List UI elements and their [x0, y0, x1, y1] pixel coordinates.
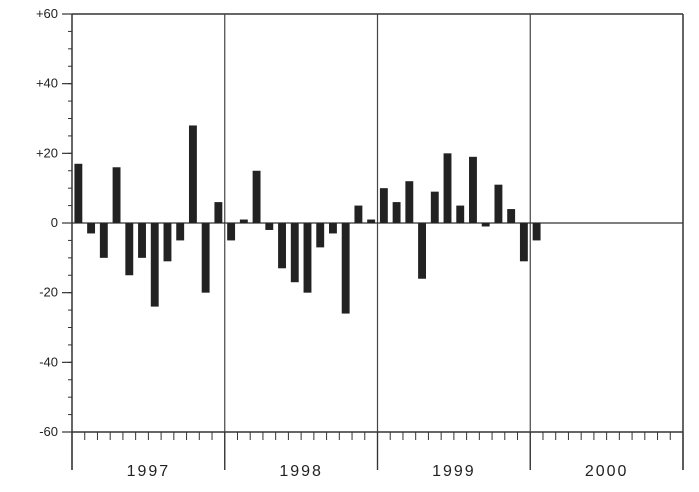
bar [303, 223, 312, 293]
bars [74, 125, 541, 314]
bar [87, 223, 96, 234]
bar [214, 202, 223, 223]
bar [265, 223, 274, 230]
bar [354, 205, 363, 223]
x-year-label: 1997 [127, 463, 171, 480]
y-tick-label: +20 [36, 145, 58, 160]
bar [469, 156, 477, 223]
bar [227, 223, 236, 241]
bar [430, 191, 439, 223]
x-year-label: 2000 [585, 463, 629, 480]
bar [99, 223, 108, 258]
bar [418, 223, 426, 279]
x-year-label: 1999 [432, 463, 476, 480]
y-tick-label: -20 [39, 285, 58, 300]
bar [329, 223, 337, 234]
bar [239, 219, 248, 223]
bar [188, 125, 197, 223]
y-tick-label: 0 [51, 215, 58, 230]
bar [150, 223, 159, 307]
y-tick-label: -60 [39, 424, 58, 439]
bar [507, 209, 516, 223]
bar [443, 153, 452, 223]
bar [125, 223, 134, 276]
bar [494, 184, 503, 223]
x-year-label: 1998 [279, 463, 323, 480]
bar [201, 223, 210, 293]
bar [278, 223, 286, 269]
bar [379, 188, 388, 223]
bar [163, 223, 172, 262]
bar [456, 205, 465, 223]
bar [367, 219, 376, 223]
bar [252, 170, 261, 223]
x-axis: 1997 1998 1999 2000 [71, 432, 684, 480]
y-tick-label: -40 [39, 354, 58, 369]
bar [112, 167, 121, 223]
bar [519, 223, 528, 262]
bar [481, 223, 490, 227]
bar [316, 223, 325, 248]
bar [74, 163, 83, 223]
y-tick-label: +60 [36, 6, 58, 21]
bar [290, 223, 299, 283]
bar [405, 181, 414, 223]
bar [392, 202, 401, 223]
bar [341, 223, 350, 314]
bar [138, 223, 146, 258]
y-axis: +60 +40 +20 0 -20 -40 -60 [36, 6, 72, 439]
bar [532, 223, 541, 241]
y-tick-label: +40 [36, 76, 58, 91]
bar [176, 223, 185, 241]
